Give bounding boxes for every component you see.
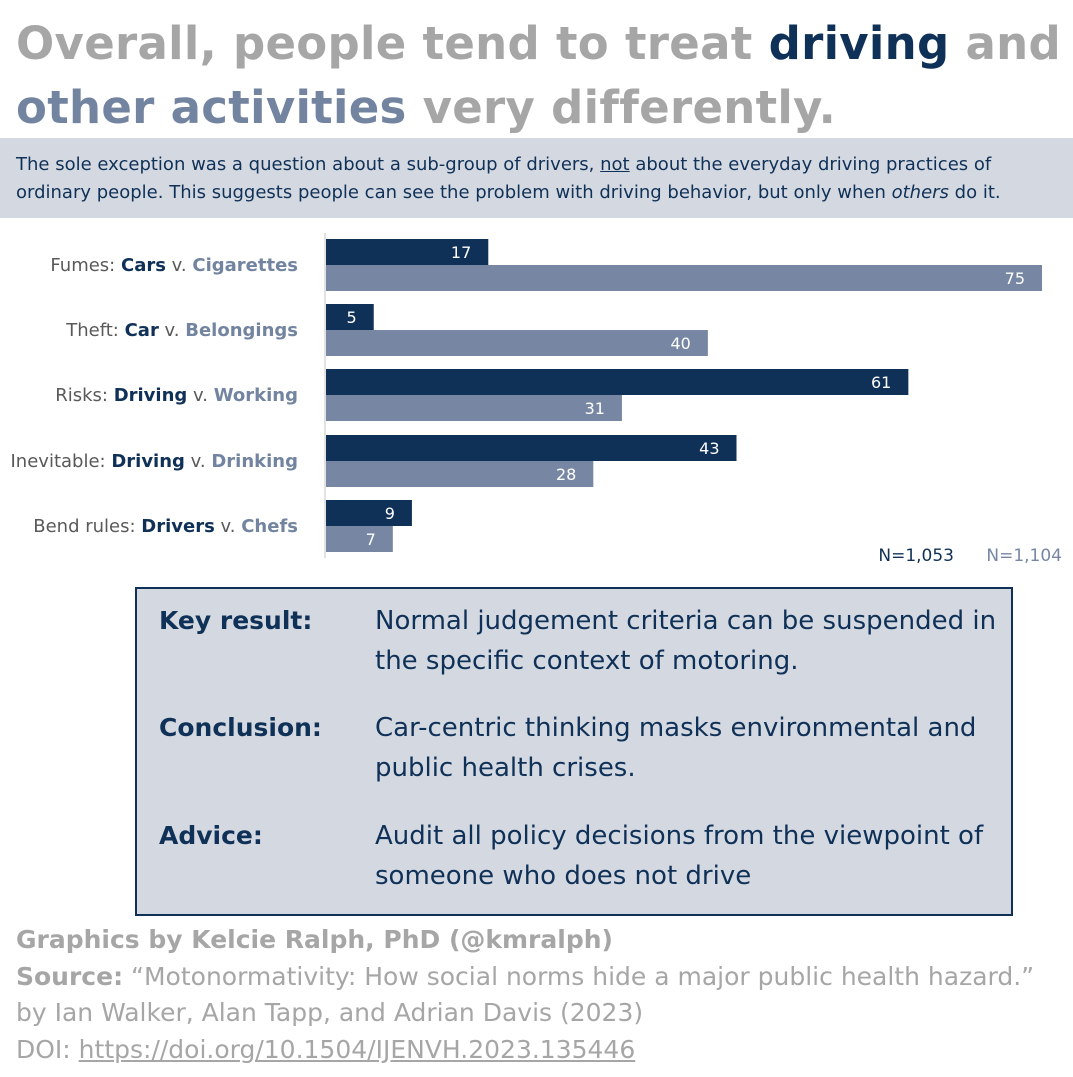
graphics-credit: Graphics by Kelcie Ralph, PhD (@kmralph) — [16, 925, 613, 954]
bar-series-1 — [326, 239, 489, 265]
subtitle-others: others — [891, 182, 949, 203]
category-label-prefix: Bend rules: — [33, 516, 141, 537]
bar-series-2 — [326, 330, 708, 356]
source-title: “Motonormativity: How social norms hide … — [123, 961, 1035, 991]
category-label-b: Cigarettes — [192, 255, 298, 276]
headline-prefix: Overall, people tend to treat — [16, 17, 769, 70]
headline: Overall, people tend to treat driving an… — [16, 12, 1066, 140]
bar-series-1 — [326, 304, 374, 330]
category-label-b: Belongings — [185, 320, 298, 341]
category-label: Bend rules: Drivers v. Chefs — [33, 516, 298, 537]
key-result-label: Key result: — [159, 606, 313, 635]
category-label: Fumes: Cars v. Cigarettes — [50, 255, 298, 276]
category-label: Risks: Driving v. Working — [55, 385, 298, 406]
subtitle-part2: about the everyday driving practices of … — [16, 154, 992, 203]
category-label-prefix: Fumes: — [50, 255, 121, 276]
legend-n-series-2: N=1,104 — [986, 546, 1062, 566]
category-label-sep: v. — [159, 320, 185, 341]
bar-series-2 — [326, 265, 1042, 291]
category-label-prefix: Risks: — [55, 385, 113, 406]
advice-label: Advice: — [159, 821, 263, 850]
headline-and: and — [949, 17, 1061, 70]
headline-other: other activities — [16, 81, 407, 134]
credits: Graphics by Kelcie Ralph, PhD (@kmralph)… — [16, 922, 1066, 1068]
bar-value-label: 31 — [585, 399, 605, 418]
bar-value-label: 40 — [671, 334, 691, 353]
advice-text: Audit all policy decisions from the view… — [375, 821, 984, 891]
category-label-b: Chefs — [241, 516, 298, 537]
bar-value-label: 61 — [871, 373, 891, 392]
bar-value-label: 7 — [366, 530, 376, 549]
doi-link[interactable]: https://doi.org/10.1504/IJENVH.2023.1354… — [78, 1034, 636, 1064]
category-label: Inevitable: Driving v. Drinking — [11, 451, 299, 472]
conclusion-text: Car-centric thinking masks environmental… — [375, 713, 977, 783]
legend-n-series-1: N=1,053 — [878, 546, 954, 566]
conclusion-label: Conclusion: — [159, 713, 322, 742]
category-label-a: Drivers — [141, 516, 215, 537]
category-label-prefix: Theft: — [65, 320, 124, 341]
category-label-a: Car — [125, 320, 159, 341]
bar-value-label: 9 — [385, 504, 395, 523]
bar-series-2 — [326, 395, 622, 421]
headline-suffix: very differently. — [406, 81, 837, 134]
category-label-b: Working — [214, 385, 298, 406]
source-line: Source: “Motonormativity: How social nor… — [16, 959, 1066, 996]
category-label-sep: v. — [185, 451, 211, 472]
bar-series-2 — [326, 461, 594, 487]
source-label: Source: — [16, 961, 124, 991]
bar-value-label: 5 — [347, 308, 357, 327]
bar-value-label: 28 — [556, 465, 576, 484]
bar-series-2 — [326, 526, 393, 552]
bar-value-label: 17 — [451, 243, 471, 262]
subtitle-part1: The sole exception was a question about … — [16, 154, 601, 175]
subtitle-not: not — [600, 154, 630, 175]
bar-series-1 — [326, 369, 909, 395]
bar-series-1 — [326, 500, 412, 526]
key-findings-box: Key result: Normal judgement criteria ca… — [135, 587, 1013, 916]
bar-value-label: 75 — [1005, 269, 1025, 288]
category-label-a: Driving — [111, 451, 185, 472]
category-label-prefix: Inevitable: — [11, 451, 112, 472]
category-label-sep: v. — [187, 385, 213, 406]
bar-series-1 — [326, 435, 737, 461]
source-authors: by Ian Walker, Alan Tapp, and Adrian Dav… — [16, 998, 644, 1027]
subtitle-banner: The sole exception was a question about … — [0, 138, 1073, 218]
headline-driving: driving — [768, 17, 950, 70]
doi-line: DOI: https://doi.org/10.1504/IJENVH.2023… — [16, 1032, 1066, 1069]
category-label: Theft: Car v. Belongings — [65, 320, 298, 341]
bar-value-label: 43 — [699, 439, 719, 458]
category-label-b: Drinking — [211, 451, 298, 472]
subtitle-part3: do it. — [948, 182, 1001, 203]
category-label-sep: v. — [166, 255, 192, 276]
category-label-sep: v. — [215, 516, 241, 537]
category-label-a: Cars — [121, 255, 166, 276]
doi-label: DOI: — [16, 1034, 79, 1064]
category-label-a: Driving — [114, 385, 188, 406]
key-result-text: Normal judgement criteria can be suspend… — [375, 606, 997, 676]
